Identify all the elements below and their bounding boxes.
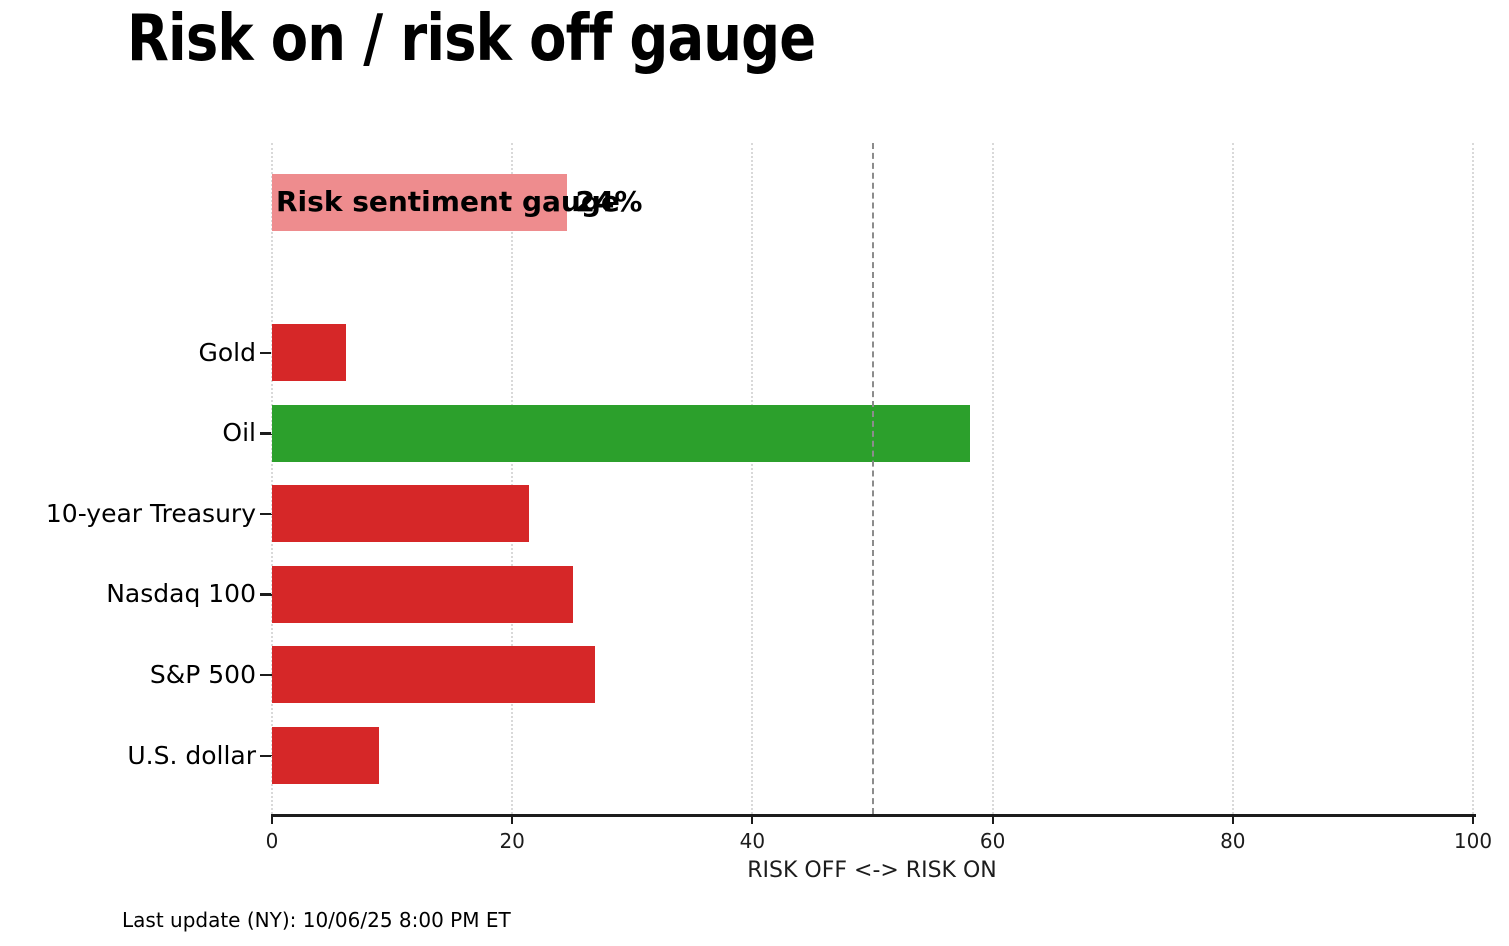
x-axis-spine <box>271 814 1476 817</box>
gridline-x-60 <box>991 143 994 814</box>
x-tick-20 <box>511 816 514 824</box>
x-tick-label-60: 60 <box>979 829 1006 853</box>
y-tick-10-year-treasury <box>260 512 273 516</box>
bar-u-s-dollar <box>272 727 379 784</box>
y-tick-nasdaq-100 <box>260 593 273 596</box>
y-tick-label-s-p-500: S&P 500 <box>149 659 256 689</box>
x-tick-80 <box>1231 816 1234 824</box>
bar-oil <box>272 404 970 462</box>
bar-10-year-treasury <box>272 485 529 543</box>
y-tick-label-10-year-treasury: 10-year Treasury <box>45 498 256 528</box>
bar-nasdaq-100 <box>272 565 574 623</box>
x-tick-label-100: 100 <box>1453 829 1493 853</box>
x-tick-60 <box>991 816 994 824</box>
plot-area: Risk sentiment gauge 24% <box>271 143 1474 814</box>
reference-line-50 <box>871 143 874 814</box>
gridline-x-80 <box>1231 143 1234 814</box>
x-tick-label-20: 20 <box>499 829 525 853</box>
x-tick-0 <box>271 816 273 824</box>
gridline-x-40 <box>751 143 754 814</box>
y-tick-oil <box>260 432 273 435</box>
gridline-x-100 <box>1472 143 1474 814</box>
chart-title: Risk on / risk off gauge <box>127 2 816 76</box>
y-tick-label-oil: Oil <box>222 418 256 448</box>
y-tick-label-nasdaq-100: Nasdaq 100 <box>106 579 256 609</box>
y-tick-u-s-dollar <box>260 754 273 757</box>
gauge-annotation-value: 24% <box>575 185 643 218</box>
bar-s-p-500 <box>272 646 596 704</box>
last-update-text: Last update (NY): 10/06/25 8:00 PM ET <box>122 908 511 932</box>
x-tick-label-80: 80 <box>1220 829 1246 853</box>
bar-risk-sentiment-gauge <box>272 173 568 231</box>
y-tick-label-u-s-dollar: U.S. dollar <box>127 740 256 770</box>
gridline-x-20 <box>511 143 514 814</box>
bar-gold <box>272 324 347 381</box>
gridline-x-0 <box>271 143 273 814</box>
gauge-annotation-label: Risk sentiment gauge <box>276 185 620 218</box>
x-axis-label: RISK OFF <-> RISK ON <box>747 858 997 883</box>
x-tick-40 <box>751 816 754 824</box>
y-tick-label-gold: Gold <box>198 337 256 367</box>
x-tick-label-40: 40 <box>739 829 766 853</box>
x-tick-label-0: 0 <box>265 829 279 853</box>
y-tick-s-p-500 <box>260 673 273 677</box>
x-tick-100 <box>1472 816 1474 824</box>
y-tick-gold <box>260 351 273 354</box>
